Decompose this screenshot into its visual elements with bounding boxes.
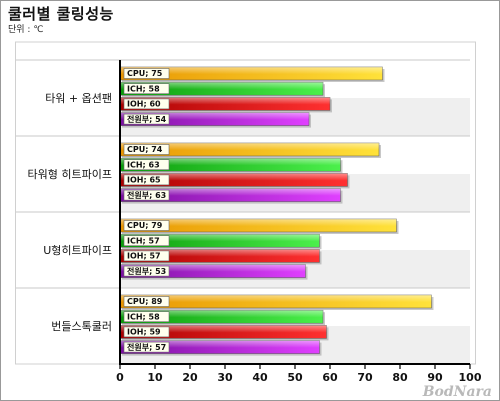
- bar-group: [119, 81, 325, 98]
- data-label: 전원부; 53: [127, 266, 166, 276]
- data-label-box: [123, 98, 170, 110]
- category-label: U형히트파이프: [43, 243, 112, 257]
- bar-group: [119, 66, 385, 82]
- bar-group: [119, 309, 325, 326]
- bar-group: [119, 249, 322, 265]
- data-label-box: [123, 341, 170, 353]
- x-tick-label: 60: [322, 371, 338, 384]
- x-tick-label: 80: [392, 371, 408, 384]
- x-tick-label: 70: [357, 371, 373, 384]
- data-label: CPU; 75: [127, 69, 163, 78]
- data-label: IOH; 65: [127, 176, 161, 185]
- bar-highlight: [120, 234, 320, 248]
- data-label: ICH; 63: [127, 160, 160, 169]
- data-label-box: [123, 311, 170, 323]
- bar-highlight: [120, 249, 320, 263]
- bar-highlight: [120, 310, 323, 324]
- data-label: CPU; 79: [127, 221, 163, 230]
- data-label-box: [123, 174, 170, 186]
- bar-highlight: [120, 97, 330, 111]
- bar-group: [119, 142, 381, 158]
- data-label-box: [123, 220, 170, 231]
- data-label-box: [123, 159, 170, 170]
- category-label: 타워형 히트파이프: [28, 167, 112, 181]
- category-label: 타워 + 옵션팬: [45, 92, 112, 105]
- x-tick-label: 30: [217, 371, 233, 384]
- bar-group: [119, 340, 322, 356]
- data-label-box: [123, 326, 170, 338]
- x-tick-label: 40: [252, 371, 268, 384]
- data-label: 전원부; 63: [127, 190, 166, 200]
- data-label: 전원부; 54: [127, 114, 167, 124]
- data-label: 전원부; 57: [127, 342, 166, 352]
- bar-highlight: [120, 158, 341, 172]
- data-label: CPU; 89: [127, 297, 163, 306]
- bar-highlight: [120, 67, 383, 80]
- data-label-box: [123, 296, 170, 307]
- x-tick-label: 0: [116, 371, 124, 384]
- bar-group: [119, 97, 332, 113]
- bar-group: [119, 188, 343, 204]
- category-label: 번들스톡쿨러: [51, 320, 112, 333]
- data-label: IOH; 59: [127, 328, 161, 337]
- bar-highlight: [120, 295, 432, 308]
- bar-group: [119, 325, 329, 341]
- bar-highlight: [120, 173, 348, 187]
- bar-highlight: [120, 325, 327, 339]
- data-label-box: [123, 235, 170, 246]
- data-label-box: [123, 144, 170, 155]
- data-label-box: [123, 83, 170, 94]
- bar-group: [119, 173, 350, 189]
- data-label: IOH; 57: [127, 252, 161, 261]
- x-tick-label: 10: [147, 371, 163, 384]
- bar-group: [119, 218, 399, 234]
- data-label: CPU; 74: [127, 145, 163, 154]
- x-tick-label: 20: [182, 371, 198, 384]
- x-tick-label: 50: [287, 371, 303, 384]
- bar-highlight: [120, 340, 320, 354]
- data-label-box: [123, 265, 170, 277]
- bodnara-logo: BodNara: [422, 384, 492, 400]
- bar-highlight: [120, 143, 379, 156]
- data-label: ICH; 58: [127, 312, 160, 321]
- bar-group: [119, 294, 434, 310]
- bar-group: [119, 233, 322, 250]
- bar-highlight: [120, 188, 341, 202]
- data-label: ICH; 58: [127, 84, 160, 93]
- chart-title: 쿨러별 쿨링성능: [8, 5, 114, 23]
- data-label-box: [123, 189, 170, 201]
- bar-group: [119, 157, 343, 174]
- data-label: IOH; 60: [127, 100, 161, 109]
- bar-highlight: [120, 219, 397, 232]
- bar-highlight: [120, 82, 323, 96]
- data-label-box: [123, 113, 170, 125]
- x-tick-label: 100: [459, 371, 482, 384]
- chart-unit-label: 단위 : ℃: [8, 25, 44, 35]
- data-label-box: [123, 250, 170, 262]
- x-tick-label: 90: [427, 371, 443, 384]
- data-label: ICH; 57: [127, 236, 160, 245]
- data-label-box: [123, 68, 170, 79]
